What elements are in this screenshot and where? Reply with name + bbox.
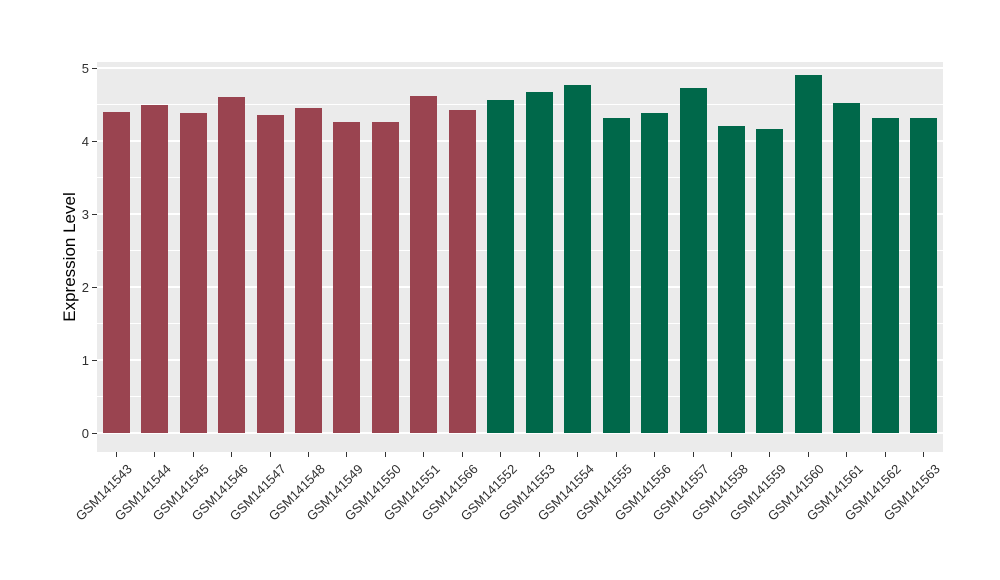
x-tick-mark <box>231 452 233 457</box>
x-tick-mark <box>615 452 617 457</box>
gridline-major <box>97 140 943 142</box>
bar-GSM141548 <box>295 108 322 433</box>
gridline-major <box>97 286 943 288</box>
bar-GSM141554 <box>564 84 592 433</box>
bar-GSM141549 <box>333 122 361 433</box>
x-tick-mark <box>538 452 540 457</box>
x-tick-mark <box>461 452 463 457</box>
gridline-minor <box>97 104 943 105</box>
y-tick-label: 4 <box>81 133 89 149</box>
gridline-major <box>97 213 943 215</box>
x-tick-mark <box>384 452 386 457</box>
x-tick-mark <box>577 452 579 457</box>
bar-GSM141544 <box>141 105 169 433</box>
bar-GSM141545 <box>179 112 207 433</box>
x-tick-mark <box>192 452 194 457</box>
x-tick-mark <box>846 452 848 457</box>
bar-GSM141562 <box>871 118 899 433</box>
bar-GSM141553 <box>525 92 553 433</box>
bar-GSM141546 <box>218 97 246 433</box>
x-tick-mark <box>500 452 502 457</box>
gridline-minor <box>97 250 943 251</box>
x-tick-mark <box>154 452 156 457</box>
y-tick-label: 1 <box>81 352 89 368</box>
y-tick-label: 5 <box>81 60 89 76</box>
bar-GSM141559 <box>756 128 784 433</box>
bar-GSM141560 <box>794 75 822 433</box>
y-tick-label: 3 <box>81 206 89 222</box>
y-axis-title: Expression Level <box>60 192 79 322</box>
gridline-major <box>97 359 943 361</box>
x-tick-mark <box>884 452 886 457</box>
bar-GSM141558 <box>718 125 745 433</box>
bar-GSM141563 <box>910 117 938 433</box>
y-tick-label: 2 <box>81 279 89 295</box>
y-tick-mark <box>92 67 97 69</box>
y-tick-mark <box>92 432 97 434</box>
bar-GSM141551 <box>410 95 438 433</box>
x-tick-mark <box>654 452 656 457</box>
bar-GSM141552 <box>487 100 515 433</box>
x-tick-mark <box>423 452 425 457</box>
x-tick-mark <box>807 452 809 457</box>
x-tick-mark <box>731 452 732 457</box>
y-tick-mark <box>92 140 97 142</box>
gridline-minor <box>97 323 943 324</box>
bar-GSM141543 <box>102 111 130 433</box>
bar-GSM141557 <box>679 88 707 433</box>
bar-GSM141566 <box>448 110 476 433</box>
y-tick-mark <box>92 359 97 361</box>
x-tick-mark <box>692 452 694 457</box>
gridline-major <box>97 432 943 434</box>
y-tick-mark <box>92 286 97 288</box>
bar-GSM141547 <box>256 114 284 433</box>
bar-GSM141555 <box>602 118 630 433</box>
gridline-minor <box>97 396 943 397</box>
x-tick-mark <box>346 452 348 457</box>
bar-GSM141550 <box>371 122 399 433</box>
x-tick-mark <box>308 452 309 457</box>
x-tick-mark <box>115 452 117 457</box>
bar-GSM141556 <box>641 112 669 433</box>
x-tick-mark <box>769 452 771 457</box>
plot-panel <box>97 62 943 452</box>
gridline-minor <box>97 177 943 178</box>
bar-GSM141561 <box>833 103 861 433</box>
gridline-major <box>97 67 943 69</box>
y-tick-label: 0 <box>81 425 89 441</box>
y-tick-mark <box>92 213 97 215</box>
x-tick-mark <box>269 452 271 457</box>
x-tick-mark <box>923 452 925 457</box>
